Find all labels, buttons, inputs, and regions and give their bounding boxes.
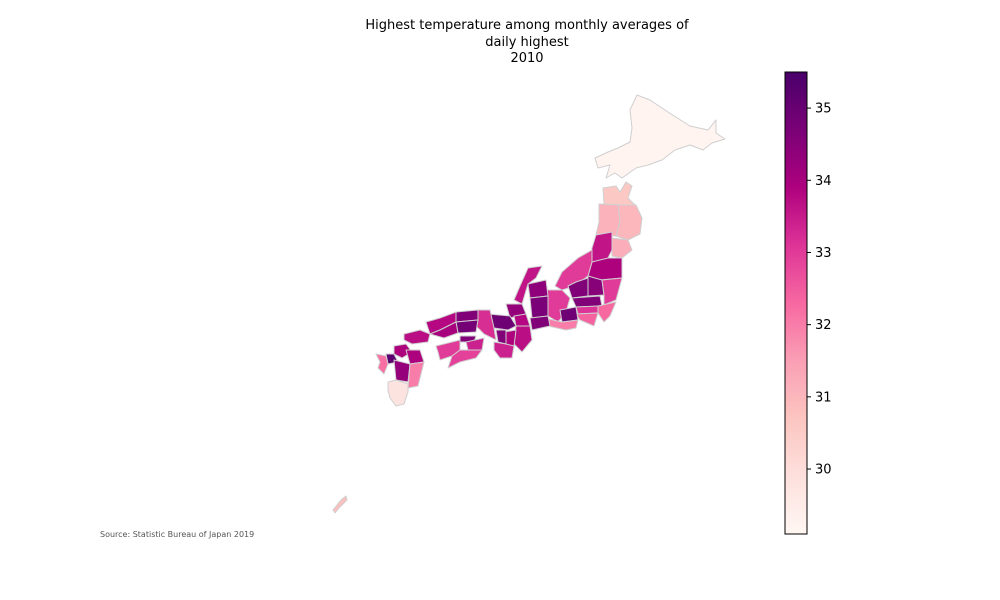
region-nagasaki — [375, 353, 389, 375]
region-shiga — [513, 313, 531, 327]
region-kanagawa — [575, 312, 599, 327]
title-line-2: daily highest — [485, 34, 569, 50]
colorbar: 30 31 32 33 34 35 — [784, 71, 832, 535]
region-osaka — [495, 329, 507, 345]
region-ishikawa — [513, 265, 543, 305]
region-gunma — [567, 277, 589, 299]
region-miyazaki — [407, 361, 425, 389]
region-mie — [513, 325, 533, 353]
region-hokkaido — [594, 94, 726, 179]
title-line-3: 2010 — [510, 51, 544, 66]
region-wakayama — [493, 341, 515, 359]
region-chiba — [597, 301, 617, 323]
region-ibaraki — [601, 277, 623, 306]
region-hiroshima — [429, 321, 459, 339]
colorbar-ticks: 30 31 32 33 34 35 — [807, 102, 832, 478]
region-aomori — [602, 181, 636, 206]
region-saitama — [571, 295, 603, 308]
region-miyagi — [611, 237, 633, 259]
colorbar-tick-label: 32 — [815, 318, 832, 333]
colorbar-tick-label: 33 — [815, 246, 832, 261]
region-fukushima — [587, 257, 623, 281]
source-note: Source: Statistic Bureau of Japan 2019 — [100, 530, 255, 539]
region-gifu — [529, 295, 549, 319]
colorbar-tick-label: 35 — [815, 102, 832, 117]
region-akita — [595, 203, 621, 237]
colorbar-tick-label: 31 — [815, 390, 832, 405]
region-yamanashi — [559, 306, 579, 323]
region-toyama — [527, 279, 549, 299]
region-kumamoto — [393, 359, 411, 383]
region-yamaguchi — [403, 329, 431, 345]
region-okayama — [455, 319, 479, 334]
title-line-1: Highest temperature among monthly averag… — [365, 18, 689, 33]
region-kagoshima — [387, 379, 409, 407]
colorbar-tick-label: 34 — [815, 174, 832, 189]
region-aichi — [529, 315, 551, 331]
map-title: Highest temperature among monthly averag… — [277, 18, 777, 68]
region-okinawa — [332, 495, 348, 514]
region-kochi — [447, 349, 483, 369]
colorbar-tick-label: 30 — [815, 463, 832, 478]
colorbar-gradient — [784, 71, 808, 535]
region-iwate — [615, 204, 643, 241]
